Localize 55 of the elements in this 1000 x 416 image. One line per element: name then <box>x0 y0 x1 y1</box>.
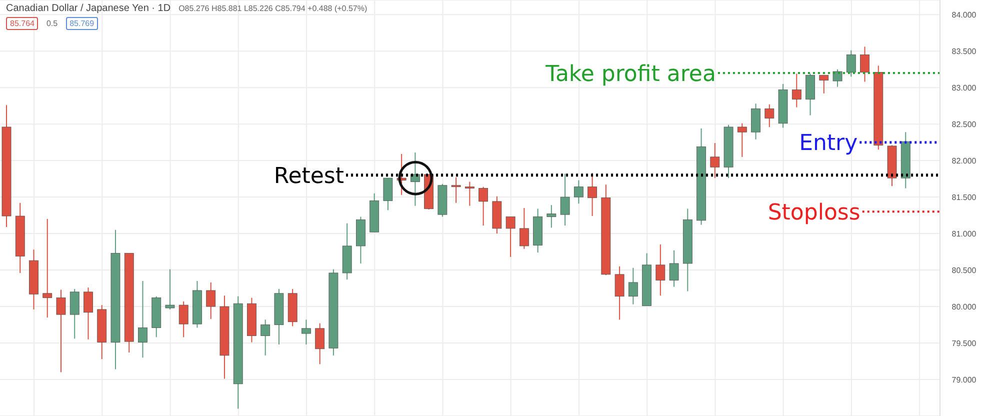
ref-line-label: Retest <box>274 164 344 189</box>
annotation: 85.769 <box>66 17 98 30</box>
candlestick <box>846 50 856 78</box>
candlestick <box>410 152 420 206</box>
ref-line-label: Stoploss <box>768 200 860 226</box>
candlestick <box>832 68 842 88</box>
candlestick <box>302 319 311 345</box>
y-tick-label: 79.500 <box>952 338 977 348</box>
y-tick-label: 84.000 <box>952 10 977 20</box>
candlestick <box>751 103 760 140</box>
chart-title: Canadian Dollar / Japanese Yen · 1D <box>6 3 171 14</box>
candlestick <box>574 180 584 204</box>
candlestick <box>383 178 393 211</box>
candlestick <box>628 267 638 305</box>
candlestick <box>588 172 597 217</box>
candlestick <box>42 218 52 318</box>
y-tick-label: 83.500 <box>952 46 977 56</box>
candlestick <box>546 204 556 228</box>
candlestick <box>656 244 666 296</box>
candlestick <box>506 216 516 258</box>
candlestick <box>764 104 774 128</box>
y-tick-label: 79.000 <box>952 375 977 384</box>
candlestick <box>792 73 802 108</box>
candlestick <box>70 288 80 340</box>
annotation: 0.5 <box>45 18 59 30</box>
y-tick-label: 81.500 <box>952 192 977 202</box>
candlestick <box>260 319 270 356</box>
candlestick <box>519 208 529 250</box>
candlestick <box>669 250 679 288</box>
y-tick-label: 80.000 <box>952 302 977 312</box>
y-tick-label: 81.000 <box>952 229 977 238</box>
candlestick <box>614 266 624 320</box>
candlestick <box>56 289 66 373</box>
candlestick <box>860 46 870 82</box>
candlestick <box>451 176 461 204</box>
y-tick-label: 82.500 <box>952 120 977 129</box>
candlestick <box>206 282 216 320</box>
candlestick <box>464 181 474 206</box>
candlestick <box>84 287 93 340</box>
candlestick <box>819 74 829 94</box>
y-tick-label: 82.000 <box>952 156 977 166</box>
candlestick <box>560 173 570 226</box>
candlestick <box>315 322 325 365</box>
candlestick <box>710 142 720 179</box>
candlestick <box>165 268 175 310</box>
annotation: O85.276 H85.881 L85.226 C85.794 +0.488 (+0.57%) <box>178 4 368 13</box>
candlestick <box>737 122 747 158</box>
annotation: 85.764 <box>6 17 38 30</box>
candlestick <box>138 280 148 358</box>
y-tick-label: 80.500 <box>952 266 977 275</box>
candlestick <box>478 186 488 226</box>
y-tick-label: 83.000 <box>952 83 977 92</box>
candlestick <box>178 300 188 338</box>
ref-line-label: Entry <box>799 131 858 156</box>
ref-line-label: Take profit area <box>544 62 716 87</box>
